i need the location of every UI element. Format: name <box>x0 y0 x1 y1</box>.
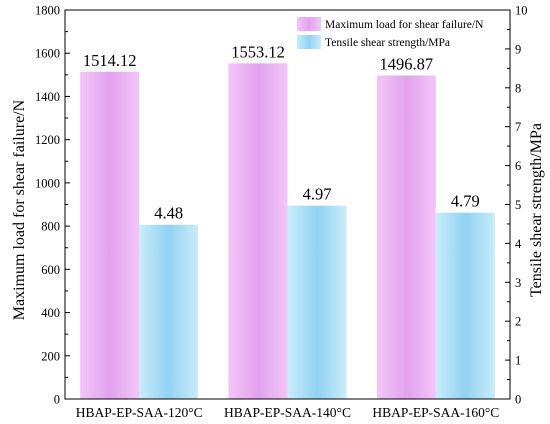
legend-label-max-load: Maximum load for shear failure/N <box>325 19 484 31</box>
y-tick-label-right: 6 <box>515 159 521 173</box>
data-label-shear-strength-1: 4.48 <box>154 204 183 223</box>
y-tick-label-left: 400 <box>41 306 60 320</box>
legend-label-shear-strength: Tensile shear strength/MPa <box>325 37 450 49</box>
y-tick-label-right: 3 <box>515 276 521 290</box>
y-tick-label-left: 800 <box>41 220 60 234</box>
y-tick-label-left: 1200 <box>35 133 60 147</box>
x-tick-label: HBAP-EP-SAA-160°C <box>372 405 499 420</box>
y-tick-label-right: 0 <box>515 393 521 407</box>
y-tick-label-left: 1800 <box>35 4 60 18</box>
y-axis-title-right: Tensile shear strength/MPa <box>528 123 545 297</box>
bar-shear-strength-1 <box>139 224 199 399</box>
y-tick-label-right: 5 <box>515 198 521 212</box>
y-tick-label-right: 10 <box>515 4 528 18</box>
y-tick-label-left: 1000 <box>35 176 60 190</box>
y-tick-label-right: 4 <box>515 237 522 251</box>
bar-max-load-3 <box>376 75 436 399</box>
legend-swatch-shear-strength <box>297 35 321 49</box>
data-label-max-load-3: 1496.87 <box>380 55 434 74</box>
data-label-max-load-2: 1553.12 <box>231 42 285 61</box>
legend-swatch-max-load <box>297 17 321 31</box>
x-tick-label: HBAP-EP-SAA-140°C <box>224 405 351 420</box>
bar-max-load-2 <box>228 63 288 399</box>
y-axis-title-left: Maximum load for shear failure/N <box>11 99 28 320</box>
data-labels-layer: 1514.12 4.48 1553.12 4.97 1496.87 4.79 <box>83 42 480 222</box>
legend: Maximum load for shear failure/N Tensile … <box>297 17 484 49</box>
axes-layer: HBAP-EP-SAA-120°C HBAP-EP-SAA-140°C HBAP-E… <box>35 4 528 421</box>
bars-layer <box>80 63 495 399</box>
y-tick-label-right: 9 <box>515 42 521 56</box>
y-tick-label-left: 200 <box>41 349 60 363</box>
y-tick-label-right: 8 <box>515 81 521 95</box>
bar-shear-strength-2 <box>287 205 347 399</box>
y-tick-label-left: 0 <box>54 393 60 407</box>
y-tick-label-right: 1 <box>515 354 521 368</box>
x-tick-label: HBAP-EP-SAA-120°C <box>76 405 203 420</box>
y-tick-label-right: 7 <box>515 120 521 134</box>
data-label-max-load-1: 1514.12 <box>83 51 137 70</box>
y-tick-label-left: 1600 <box>35 47 60 61</box>
data-label-shear-strength-3: 4.79 <box>451 192 480 211</box>
bar-max-load-1 <box>80 71 140 399</box>
y-tick-label-left: 600 <box>41 263 60 277</box>
y-tick-label-right: 2 <box>515 315 521 329</box>
bar-shear-strength-3 <box>435 212 495 399</box>
data-label-shear-strength-2: 4.97 <box>303 185 332 204</box>
y-tick-label-left: 1400 <box>35 90 60 104</box>
